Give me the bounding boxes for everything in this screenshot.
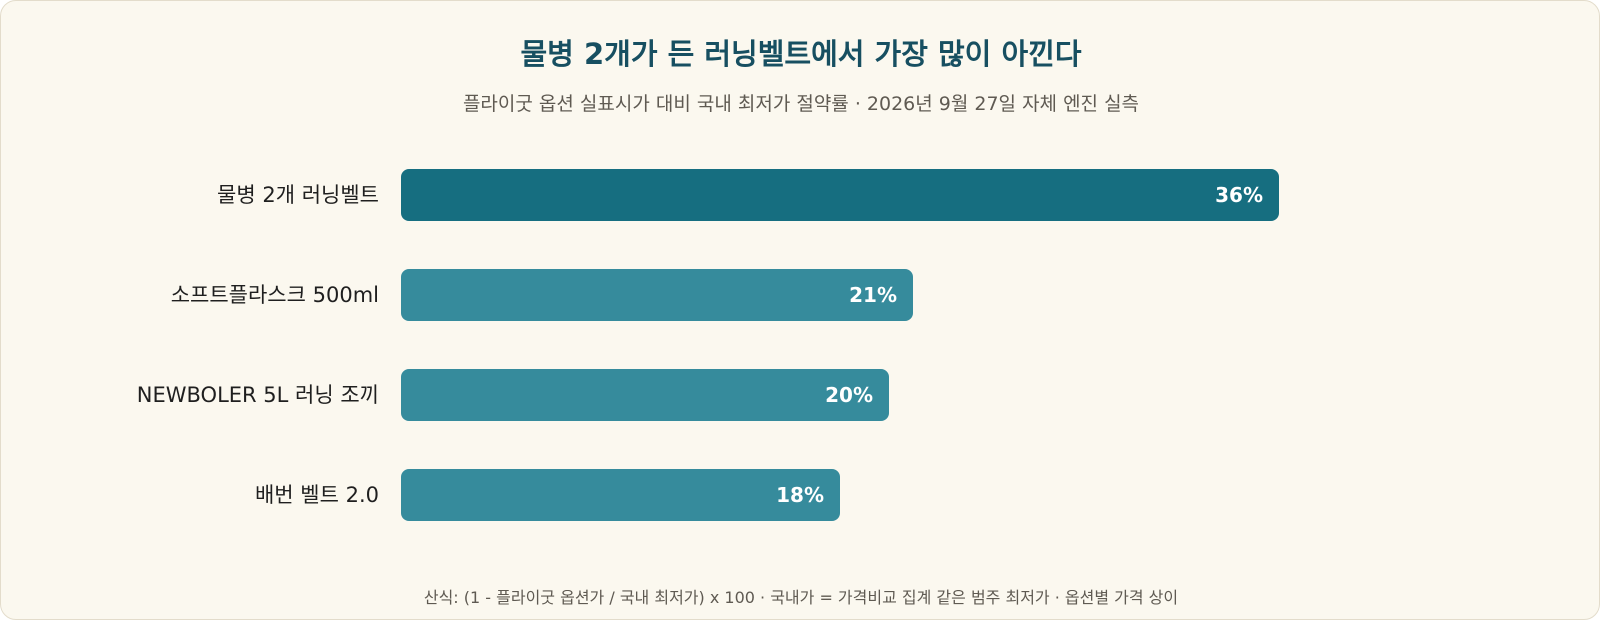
value-label: 18% <box>776 483 824 507</box>
bar: 21% <box>401 269 913 321</box>
value-label: 20% <box>825 383 873 407</box>
category-label: 배번 벨트 2.0 <box>254 483 379 507</box>
chart-title: 물병 2개가 든 러닝벨트에서 가장 많이 아낀다 <box>520 37 1082 71</box>
bar: 18% <box>401 469 840 521</box>
chart-subtitle: 플라이굿 옵션 실표시가 대비 국내 최저가 절약률 · 2026년 9월 27… <box>462 93 1140 115</box>
category-label: 물병 2개 러닝벨트 <box>217 183 379 207</box>
bar: 20% <box>401 369 889 421</box>
category-label: NEWBOLER 5L 러닝 조끼 <box>136 383 379 407</box>
category-label: 소프트플라스크 500ml <box>170 283 379 307</box>
value-label: 36% <box>1215 183 1263 207</box>
chart-footnote: 산식: (1 - 플라이굿 옵션가 / 국내 최저가) x 100 · 국내가 … <box>423 588 1179 607</box>
value-label: 21% <box>849 283 897 307</box>
bar: 36% <box>401 169 1279 221</box>
